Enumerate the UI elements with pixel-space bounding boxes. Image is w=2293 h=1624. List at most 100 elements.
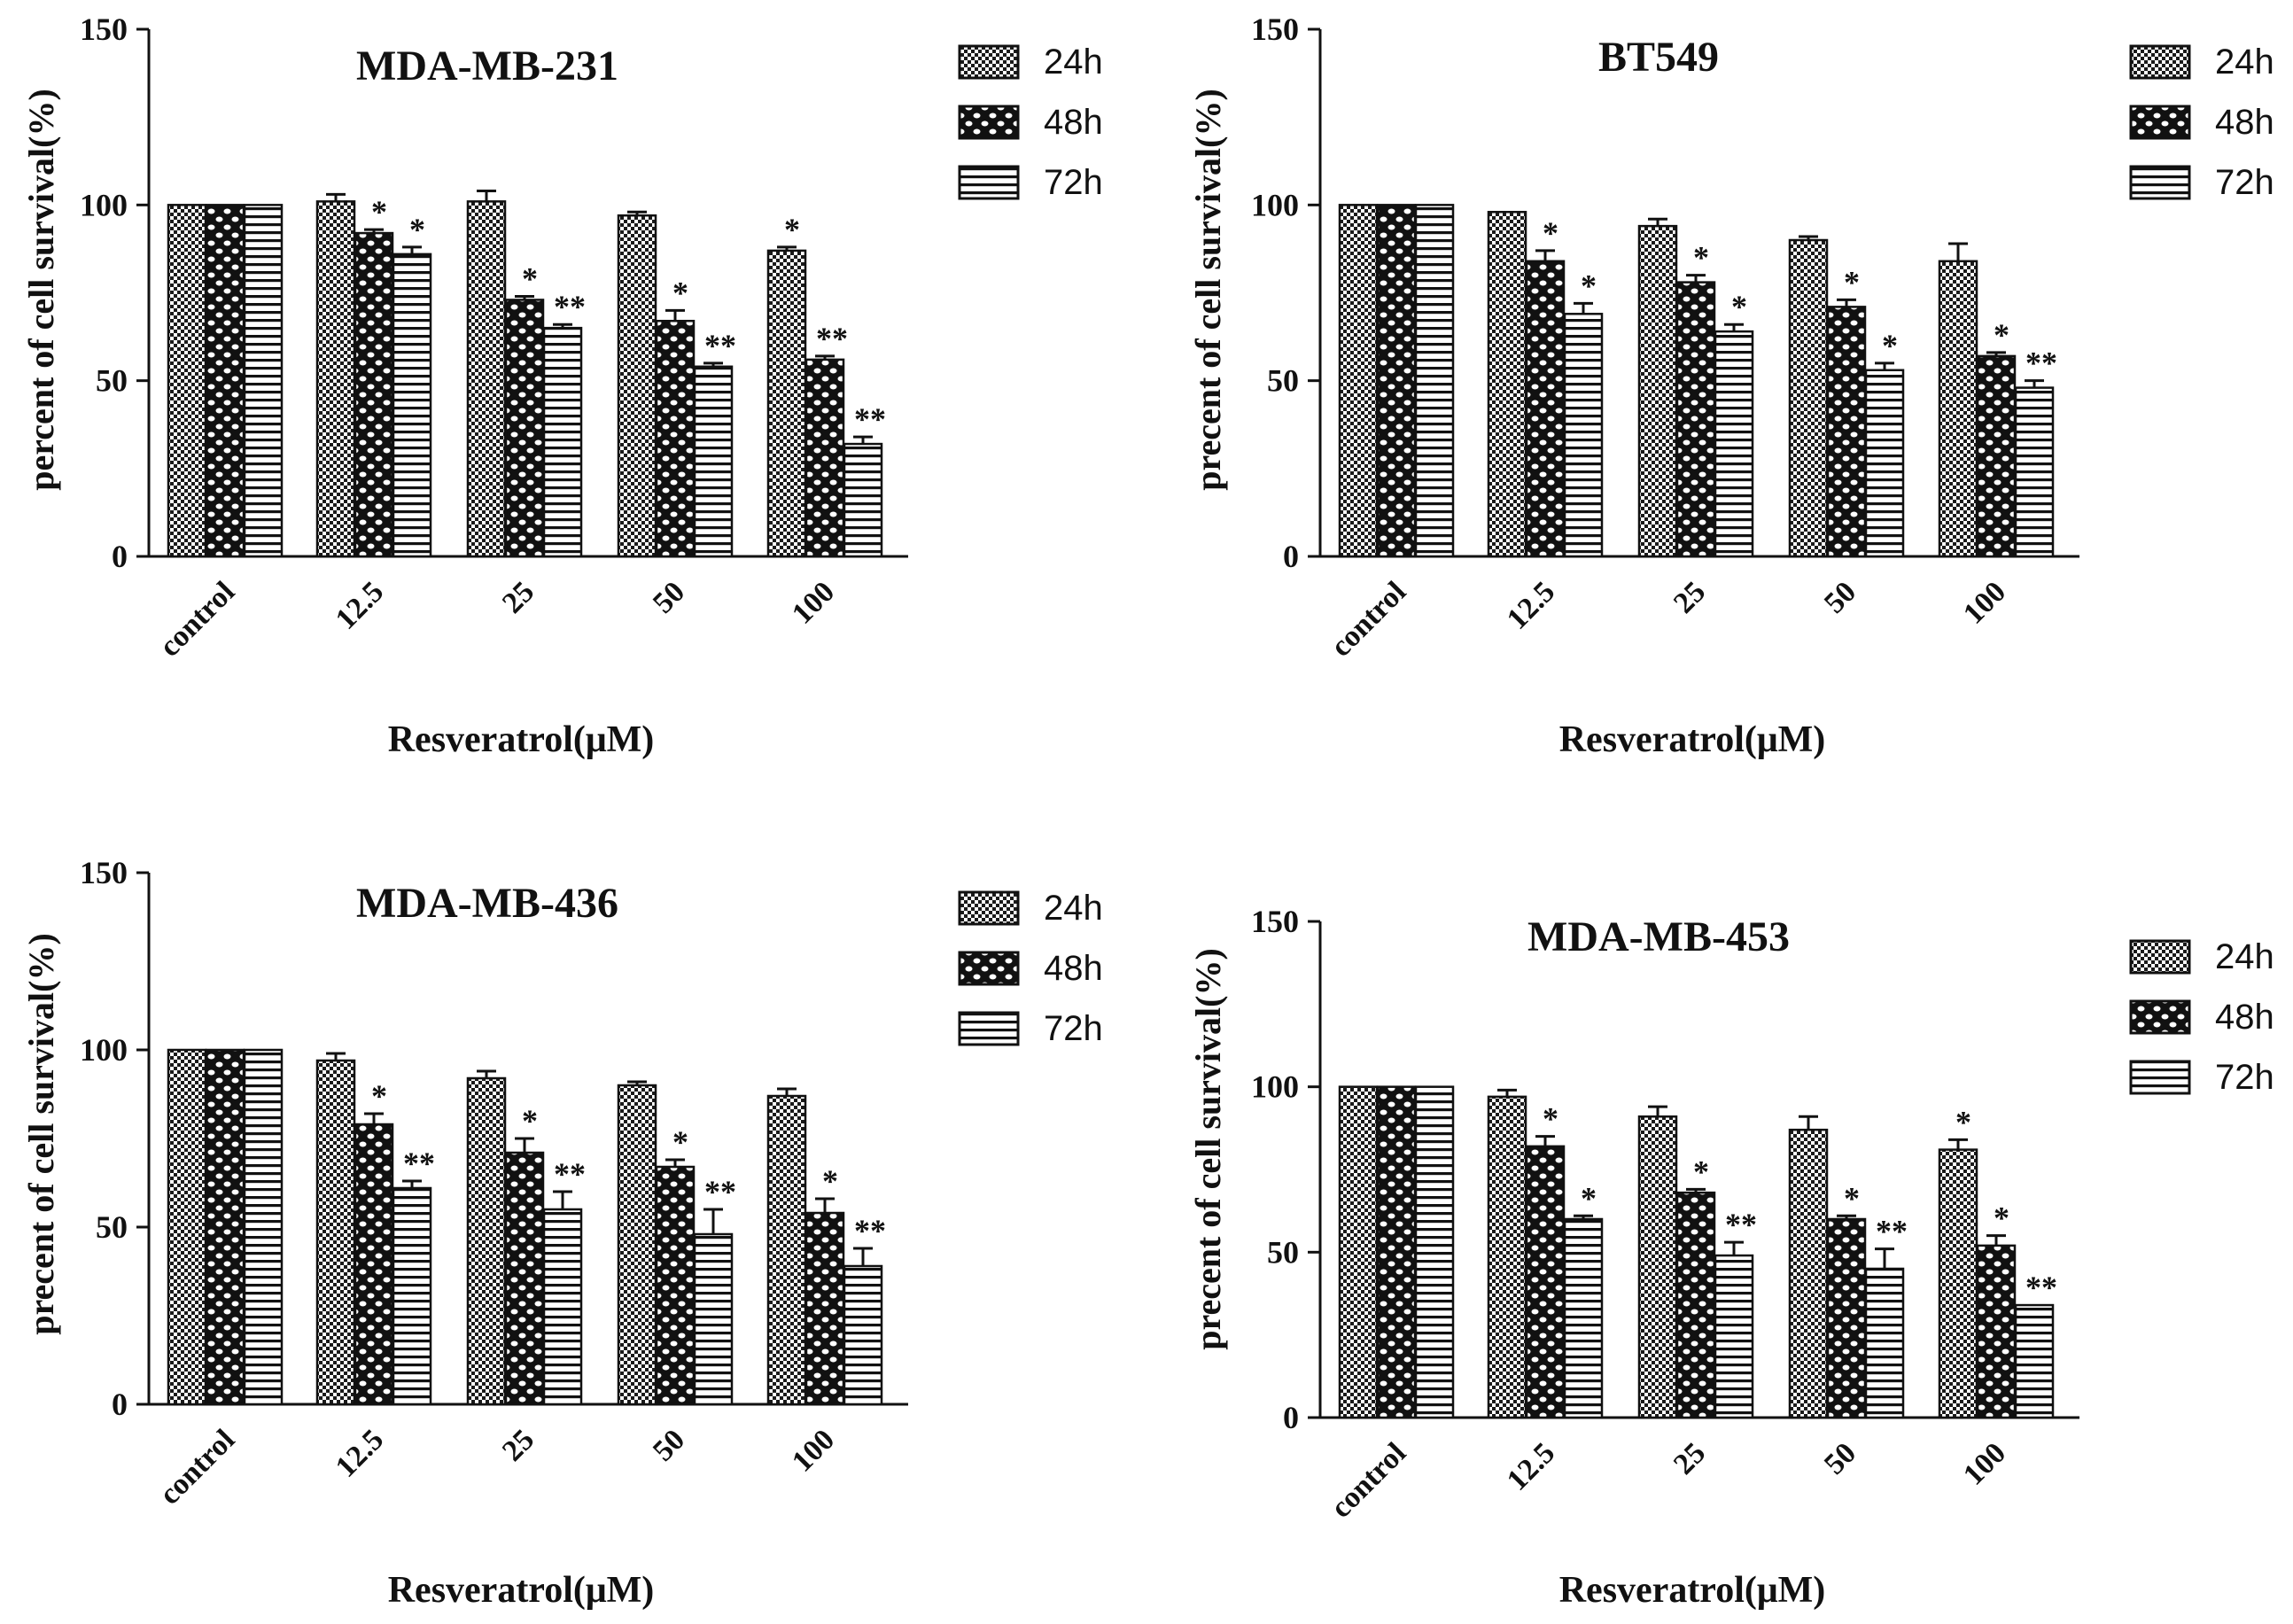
significance-mark: * <box>784 212 800 247</box>
plot-area: 050100150control**12.5**25**50***10024h4… <box>1251 12 2274 664</box>
bar-48h-control <box>1376 1085 1417 1419</box>
bar-24h-100 <box>766 249 807 558</box>
panel-bt549: BT549 precent of cell survival(%) Resver… <box>1188 12 2274 760</box>
bar-48h-25 <box>1675 1191 1716 1419</box>
x-tick-label: 100 <box>1957 575 2012 630</box>
chart-title: BT549 <box>1598 34 1719 81</box>
bar-72h-control <box>1414 1085 1455 1419</box>
bar-48h-control <box>1376 204 1417 558</box>
x-tick-label: 100 <box>786 575 841 630</box>
bar-24h-control <box>1338 204 1379 558</box>
bar-24h-control <box>167 1048 207 1406</box>
y-tick-label: 50 <box>96 1209 128 1245</box>
y-tick-label: 0 <box>1283 1400 1299 1435</box>
x-tick-label: 50 <box>647 1423 691 1467</box>
bar-48h-100 <box>804 1211 845 1406</box>
chart-title: MDA-MB-453 <box>1527 913 1790 960</box>
significance-mark: ** <box>554 289 586 324</box>
panel-mda-mb-436: MDA-MB-436 precent of cell survival(%) R… <box>21 855 1103 1611</box>
bar-48h-12.5 <box>1525 1145 1566 1419</box>
bar-24h-50 <box>1788 1128 1829 1419</box>
bar-48h-50 <box>655 1165 696 1406</box>
legend-swatch-72h <box>2129 1060 2191 1095</box>
significance-mark: ** <box>2025 1270 2057 1305</box>
bar-72h-control <box>243 204 284 558</box>
bar-24h-100 <box>766 1094 807 1406</box>
significance-mark: ** <box>1876 1214 1908 1249</box>
chart-title: MDA-MB-436 <box>356 880 618 927</box>
plot-area: 050100150control***12.5***25***50***1002… <box>80 855 1103 1511</box>
chart-title: MDA-MB-231 <box>356 43 618 89</box>
bar-24h-control <box>167 204 207 558</box>
x-tick-label: 50 <box>647 575 691 619</box>
x-tick-label: control <box>153 575 241 663</box>
bar-24h-12.5 <box>315 1059 356 1406</box>
y-tick-label: 150 <box>80 855 128 890</box>
significance-mark: * <box>1581 268 1597 303</box>
bar-72h-25 <box>542 326 583 558</box>
y-tick-label: 50 <box>96 363 128 399</box>
significance-mark: ** <box>704 1174 736 1209</box>
bar-72h-25 <box>1714 330 1754 558</box>
x-tick-label: 25 <box>496 1423 540 1467</box>
plot-area: 050100150control**12.5***25***50****1002… <box>1251 904 2274 1525</box>
legend-label: 72h <box>2215 1058 2274 1097</box>
legend-swatch-24h <box>958 44 1020 80</box>
legend-swatch-72h <box>958 1011 1020 1046</box>
significance-mark: * <box>822 1163 838 1199</box>
legend-label: 72h <box>2215 163 2274 202</box>
legend-label: 48h <box>1044 949 1103 988</box>
bar-72h-12.5 <box>392 253 432 558</box>
x-tick-label: control <box>1325 1436 1412 1524</box>
bar-48h-50 <box>1826 1217 1867 1419</box>
bar-72h-50 <box>1864 369 1905 558</box>
x-tick-label: 12.5 <box>330 575 390 635</box>
y-tick-label: 0 <box>1283 539 1299 574</box>
bar-48h-50 <box>655 319 696 558</box>
bar-24h-12.5 <box>315 200 356 558</box>
bar-48h-100 <box>1976 1244 2017 1419</box>
bar-48h-100 <box>1976 354 2017 558</box>
significance-mark: * <box>522 1103 538 1138</box>
legend-swatch-48h <box>2129 105 2191 140</box>
significance-mark: * <box>371 194 387 229</box>
significance-mark: * <box>1994 1201 2009 1236</box>
x-axis-label: Resveratrol(μM) <box>388 719 655 760</box>
bar-24h-25 <box>466 200 507 558</box>
y-tick-label: 100 <box>1251 187 1299 222</box>
bar-24h-50 <box>617 214 657 558</box>
legend-label: 48h <box>1044 103 1103 142</box>
y-tick-label: 100 <box>80 187 128 222</box>
bar-24h-25 <box>1637 1115 1678 1419</box>
x-tick-label: 100 <box>786 1423 841 1478</box>
bar-72h-50 <box>1864 1267 1905 1419</box>
x-tick-label: 25 <box>1667 575 1712 619</box>
significance-mark: ** <box>554 1156 586 1192</box>
y-tick-label: 100 <box>80 1032 128 1068</box>
bar-72h-25 <box>542 1208 583 1406</box>
y-tick-label: 150 <box>80 12 128 47</box>
bar-72h-100 <box>2014 1303 2055 1419</box>
y-axis-label: precent of cell survival(%) <box>21 933 61 1335</box>
significance-mark: ** <box>403 1146 435 1181</box>
bar-48h-12.5 <box>1525 260 1566 558</box>
significance-mark: * <box>1693 1154 1709 1189</box>
x-axis-label: Resveratrol(μM) <box>1559 1570 1826 1611</box>
significance-mark: * <box>1693 240 1709 276</box>
legend-swatch-72h <box>2129 165 2191 200</box>
legend-label: 24h <box>1044 43 1103 82</box>
significance-mark: * <box>522 260 538 296</box>
significance-mark: * <box>672 1124 688 1160</box>
legend-label: 72h <box>1044 1009 1103 1048</box>
bar-72h-12.5 <box>1563 1217 1604 1419</box>
significance-mark: ** <box>854 1213 886 1248</box>
bar-48h-50 <box>1826 306 1867 558</box>
bar-72h-50 <box>693 365 734 558</box>
legend-swatch-72h <box>958 165 1020 200</box>
x-tick-label: 25 <box>1667 1436 1712 1480</box>
significance-mark: * <box>409 212 425 247</box>
significance-mark: ** <box>2025 346 2057 381</box>
bar-48h-25 <box>504 1151 545 1406</box>
significance-mark: * <box>1882 328 1898 363</box>
